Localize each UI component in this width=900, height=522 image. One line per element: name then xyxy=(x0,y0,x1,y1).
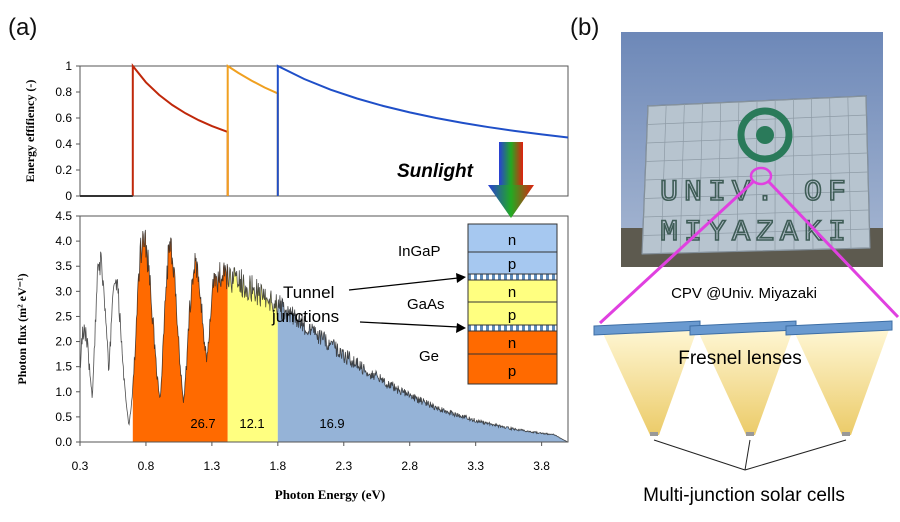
efficiency-plot-frame xyxy=(79,65,569,197)
flux-y-tick-label: 0.0 xyxy=(55,435,72,449)
cell-diagram: Sunlight n p n p n p InGaP GaAs Ge Tunne… xyxy=(271,142,558,385)
gaas-name: GaAs xyxy=(407,296,445,313)
cells-label: Multi-junction solar cells xyxy=(643,485,845,506)
spectrum-outline xyxy=(79,229,568,443)
photo-text-line1: UNIV. OF xyxy=(660,176,852,210)
spectrum-band xyxy=(227,267,278,442)
flux-y-tick-label: 3.0 xyxy=(55,284,72,298)
efficiency-series-line xyxy=(226,64,279,196)
ingap-n-layer xyxy=(467,223,558,253)
flux-plot-frame xyxy=(79,215,569,443)
ge-p-label: p xyxy=(508,363,516,380)
flux-y-label: Photon flux (m² eV⁻¹) xyxy=(15,273,29,384)
flux-x-label: Photon Energy (eV) xyxy=(275,487,386,502)
efficiency-chart: Energy effifiency (-) 0 0.2 0.4 0.6 0.8 1 xyxy=(23,59,569,203)
flux-x-tick-label: 0.3 xyxy=(72,459,89,473)
efficiency-y-label: Energy effifiency (-) xyxy=(23,80,37,183)
efficiency-y-tick-label: 0.8 xyxy=(55,85,72,99)
efficiency-y-tick-label: 0.6 xyxy=(55,111,72,125)
flux-y-ticks: 0.0 0.5 1.0 1.5 2.0 2.5 3.0 3.5 4.0 4.5 xyxy=(55,209,80,449)
cpv-photo: UNIV. OF MIYAZAKI xyxy=(621,32,883,267)
flux-y-tick-label: 4.0 xyxy=(55,234,72,248)
flux-x-tick-label: 2.3 xyxy=(335,459,352,473)
gaas-n-label: n xyxy=(508,284,516,301)
cell-stack xyxy=(467,223,558,385)
lens-module-3 xyxy=(785,320,893,436)
efficiency-series-line xyxy=(276,64,569,196)
lens-module-2 xyxy=(689,320,797,436)
flux-y-tick-label: 1.0 xyxy=(55,385,72,399)
spectrum-band xyxy=(277,295,568,442)
photo-text-line2: MIYAZAKI xyxy=(660,216,852,250)
band-value-ge: 16.9 xyxy=(319,416,344,431)
ge-p-layer xyxy=(467,353,558,385)
flux-y-tick-label: 1.5 xyxy=(55,360,72,374)
flux-x-tick-label: 3.8 xyxy=(533,459,550,473)
cell-pointer-lines xyxy=(653,439,847,471)
flux-y-tick-label: 2.0 xyxy=(55,335,72,349)
panel-b-label: (b) xyxy=(570,14,600,41)
ingap-name: InGaP xyxy=(398,243,441,260)
fresnel-label: Fresnel lenses xyxy=(678,348,802,369)
lens-module-1 xyxy=(593,320,701,436)
tunnel-label-line2: junctions xyxy=(271,307,339,326)
flux-x-tick-label: 3.3 xyxy=(467,459,484,473)
flux-x-tick-label: 1.8 xyxy=(269,459,286,473)
tunnel-arrow-icon xyxy=(348,273,466,333)
flux-x-ticks: 0.3 0.8 1.3 1.8 2.3 2.8 3.3 3.8 xyxy=(72,442,550,473)
flux-chart: Photon flux (m² eV⁻¹) Photon Energy (eV)… xyxy=(15,209,569,502)
flux-x-tick-label: 2.8 xyxy=(401,459,418,473)
tunnel-junction-2 xyxy=(467,324,558,332)
flux-y-tick-label: 2.5 xyxy=(55,309,72,323)
zoom-circle xyxy=(749,166,773,186)
tunnel-label-line1: Tunnel xyxy=(283,283,334,302)
cpv-caption: CPV @Univ. Miyazaki xyxy=(671,285,817,302)
ingap-n-label: n xyxy=(508,232,516,249)
flux-y-tick-label: 0.5 xyxy=(55,410,72,424)
flux-x-tick-label: 1.3 xyxy=(204,459,221,473)
gaas-p-label: p xyxy=(508,307,516,324)
band-value-gaas: 12.1 xyxy=(239,416,264,431)
flux-x-tick-label: 0.8 xyxy=(138,459,155,473)
efficiency-y-tick-label: 0.4 xyxy=(55,137,72,151)
efficiency-y-tick-label: 0.2 xyxy=(55,163,72,177)
efficiency-series xyxy=(80,63,569,197)
solar-spectrum xyxy=(79,229,568,443)
ge-name: Ge xyxy=(419,348,439,365)
tunnel-junction-1 xyxy=(467,273,558,281)
flux-y-tick-label: 3.5 xyxy=(55,259,72,273)
panel-a-label: (a) xyxy=(8,14,38,41)
spectrum-band xyxy=(132,229,228,442)
sunlight-label: Sunlight xyxy=(397,161,474,182)
efficiency-y-ticks: 0 0.2 0.4 0.6 0.8 1 xyxy=(55,59,80,203)
ge-n-label: n xyxy=(508,335,516,352)
efficiency-y-tick-label: 1 xyxy=(65,59,72,73)
flux-y-tick-label: 4.5 xyxy=(55,209,72,223)
zoom-lines xyxy=(598,179,900,325)
efficiency-series-line xyxy=(131,63,229,196)
ingap-p-label: p xyxy=(508,256,516,273)
fresnel-lenses xyxy=(593,320,893,436)
efficiency-y-tick-label: 0 xyxy=(65,189,72,203)
sunlight-arrow-icon xyxy=(488,142,534,218)
band-value-ingap: 26.7 xyxy=(190,416,215,431)
